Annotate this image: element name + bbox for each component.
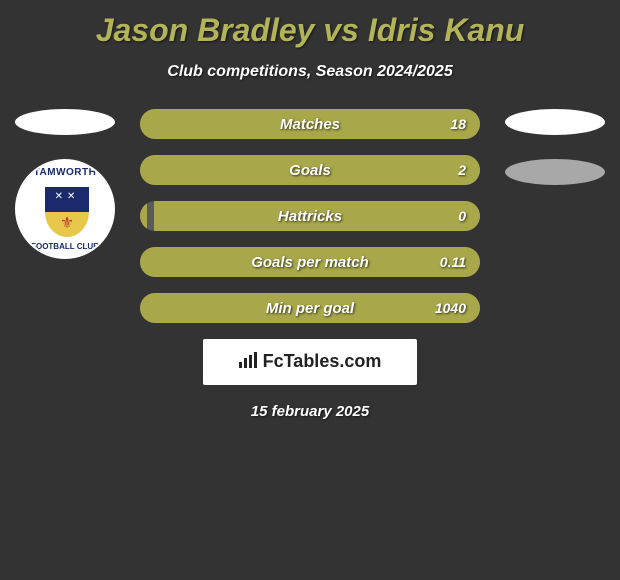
bar-matches: Matches 18 <box>140 109 480 139</box>
bar-min-per-goal: Min per goal 1040 <box>140 293 480 323</box>
bar-val-right: 2 <box>458 155 466 185</box>
bar-label: Matches <box>140 109 480 139</box>
club-logo-left: TAMWORTH FOOTBALL CLUB <box>15 159 115 259</box>
stat-bars: Matches 18 Goals 2 Hattricks 0 Goals per… <box>140 109 480 323</box>
club-shield-icon <box>45 187 89 237</box>
chart-icon <box>239 352 259 373</box>
right-token-1 <box>505 109 605 135</box>
page-title: Jason Bradley vs Idris Kanu <box>0 0 620 49</box>
right-column <box>500 109 610 209</box>
left-token <box>15 109 115 135</box>
bar-label: Min per goal <box>140 293 480 323</box>
date-line: 15 february 2025 <box>0 403 620 420</box>
comparison-block: TAMWORTH FOOTBALL CLUB Matches 18 Goals … <box>0 109 620 323</box>
bar-label: Hattricks <box>140 201 480 231</box>
bar-val-right: 18 <box>450 109 466 139</box>
bar-val-right: 0 <box>458 201 466 231</box>
right-token-2 <box>505 159 605 185</box>
bar-label: Goals <box>140 155 480 185</box>
club-logo-bottom-text: FOOTBALL CLUB <box>17 242 113 251</box>
brand-text: FcTables.com <box>263 351 382 371</box>
brand-box: FcTables.com <box>203 339 418 385</box>
bar-val-right: 0.11 <box>440 247 466 277</box>
left-column: TAMWORTH FOOTBALL CLUB <box>10 109 120 259</box>
bar-goals: Goals 2 <box>140 155 480 185</box>
bar-goals-per-match: Goals per match 0.11 <box>140 247 480 277</box>
subtitle: Club competitions, Season 2024/2025 <box>0 63 620 81</box>
bar-hattricks: Hattricks 0 <box>140 201 480 231</box>
club-logo-top-text: TAMWORTH <box>17 167 113 178</box>
bar-label: Goals per match <box>140 247 480 277</box>
footer: FcTables.com 15 february 2025 <box>0 339 620 420</box>
bar-val-right: 1040 <box>435 293 466 323</box>
